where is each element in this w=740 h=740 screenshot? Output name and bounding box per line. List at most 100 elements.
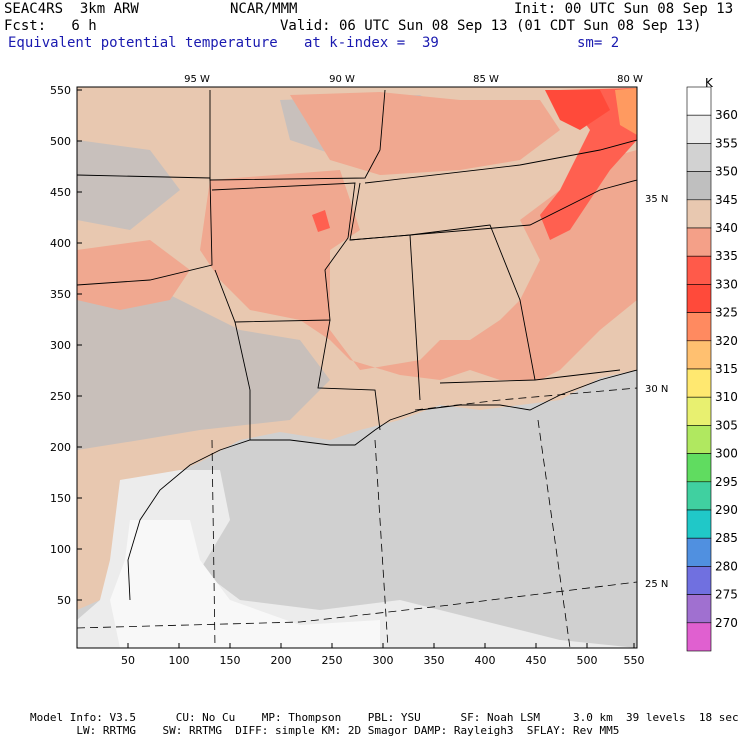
colorbar-swatch (686, 312, 712, 342)
colorbar-swatch (686, 227, 712, 257)
x-tick-label: 150 (220, 654, 241, 667)
lat-label: 25 N (645, 579, 668, 590)
colorbar-swatch (686, 171, 712, 201)
colorbar-swatch (686, 622, 712, 652)
map-field (77, 87, 637, 648)
x-tick-label: 200 (271, 654, 292, 667)
colorbar-label: 285 (715, 531, 738, 545)
orange-patch-ne (615, 88, 637, 135)
y-tick-label: 150 (50, 492, 71, 505)
salmon-region-central (200, 150, 637, 380)
lon-95w (211, 439, 216, 648)
colorbar-swatch (686, 284, 712, 313)
colorbar-label: 280 (715, 559, 738, 573)
x-tick-label: 450 (526, 654, 547, 667)
y-axis: 550 500 450 400 350 300 250 200 150 100 … (50, 84, 82, 607)
colorbar-label: 330 (715, 277, 738, 291)
colorbar-swatch (686, 340, 712, 370)
colorbar-label: 270 (715, 616, 738, 630)
lon-90w (374, 439, 389, 648)
colorbar-label: 355 (715, 136, 738, 150)
colorbar-swatch (686, 566, 712, 595)
lat-label: 35 N (645, 194, 668, 205)
lon-label: 85 W (473, 74, 499, 85)
x-tick-label: 550 (624, 654, 645, 667)
footer-physics-info: LW: RRTMG SW: RRTMG DIFF: simple KM: 2D … (30, 724, 620, 737)
colorbar-unit: K (705, 76, 714, 90)
land-grey-patch-west (77, 140, 180, 230)
colorbar-swatch (686, 143, 712, 172)
x-axis: 50 100 150 200 250 300 350 400 450 500 5… (121, 643, 645, 667)
y-tick-label: 400 (50, 237, 71, 250)
x-tick-label: 300 (373, 654, 394, 667)
ga-fl-border (439, 369, 621, 384)
colorbar-swatch (686, 114, 712, 144)
x-tick-label: 500 (577, 654, 598, 667)
lat-25n (77, 581, 637, 629)
colorbar-label: 360 (715, 108, 738, 122)
colorbar-label: 310 (715, 390, 738, 404)
colorbar-swatch (686, 453, 712, 483)
y-tick-label: 250 (50, 390, 71, 403)
x-tick-label: 100 (169, 654, 190, 667)
colorbar-swatch (686, 199, 712, 229)
colorbar-label: 315 (715, 362, 738, 376)
smooth-label: sm= 2 (577, 35, 620, 51)
salmon-region-northeast (290, 92, 560, 175)
tn-border (349, 179, 637, 241)
model-title: SEAC4RS 3km ARW (4, 1, 139, 17)
colorbar-swatch (686, 86, 712, 116)
colorbar-label: 350 (715, 165, 738, 179)
la-border (234, 319, 381, 440)
colorbar-label: 300 (715, 447, 738, 461)
red-spot-ar (312, 210, 330, 232)
salmon-region-west (77, 240, 190, 310)
coastline (127, 369, 637, 601)
gulf-white-patch (110, 520, 380, 648)
colorbar-swatch (686, 594, 712, 624)
colorbar-swatch (686, 396, 712, 426)
lon-label: 95 W (184, 74, 210, 85)
lon-labels: 95 W 90 W 85 W 80 W (184, 74, 643, 85)
footer-model-info: Model Info: V3.5 CU: No Cu MP: Thompson … (30, 711, 739, 724)
red-region-appalachian (540, 88, 637, 240)
y-tick-label: 450 (50, 186, 71, 199)
colorbar-label: 295 (715, 475, 738, 489)
colorbar-label: 290 (715, 503, 738, 517)
colorbar-label: 320 (715, 334, 738, 348)
colorbar-label: 325 (715, 306, 738, 320)
x-tick-label: 350 (424, 654, 445, 667)
ky-tn-border (364, 139, 637, 184)
red-region-ne-corner (545, 90, 610, 130)
lat-labels: 35 N 30 N 25 N (645, 194, 668, 590)
colorbar-label: 305 (715, 418, 738, 432)
y-tick-label: 550 (50, 84, 71, 97)
boundaries (77, 89, 637, 601)
plot-frame (76, 86, 638, 649)
forecast-hour: Fcst: 6 h (4, 18, 97, 34)
colorbar-label: 340 (715, 221, 738, 235)
y-tick-label: 350 (50, 288, 71, 301)
valid-time: Valid: 06 UTC Sun 08 Sep 13 (01 CDT Sun … (280, 18, 702, 34)
y-tick-label: 300 (50, 339, 71, 352)
graticule (77, 387, 637, 648)
colorbar-label: 275 (715, 588, 738, 602)
colorbar-swatch (686, 509, 712, 539)
mo-border (209, 89, 386, 181)
colorbar-swatch (686, 255, 712, 285)
org-label: NCAR/MMM (230, 1, 298, 17)
y-tick-label: 500 (50, 135, 71, 148)
y-tick-label: 100 (50, 543, 71, 556)
ok-tx-border (77, 174, 213, 286)
colorbar-label: 345 (715, 193, 738, 207)
colorbar-label: 335 (715, 249, 738, 263)
lon-label: 80 W (617, 74, 643, 85)
colorbar-swatch (686, 425, 712, 454)
y-tick-label: 200 (50, 441, 71, 454)
field-name: Equivalent potential temperature (8, 35, 278, 51)
init-time: Init: 00 UTC Sun 08 Sep 13 (514, 1, 734, 17)
colorbar-swatch (686, 368, 712, 398)
x-tick-label: 400 (475, 654, 496, 667)
lat-30n (414, 387, 637, 411)
